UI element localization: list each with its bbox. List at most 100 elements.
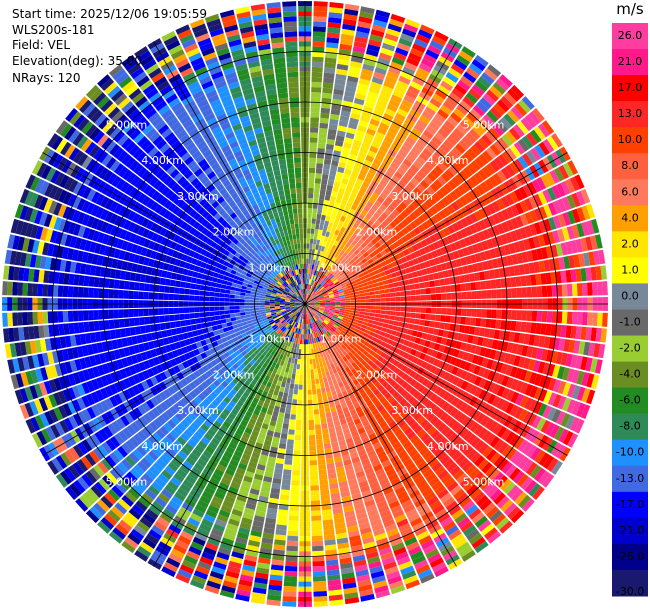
velocity-gate [368,39,382,48]
velocity-gate [312,51,325,58]
velocity-gate [330,301,336,304]
velocity-gate [364,100,376,109]
velocity-gate [521,441,533,455]
velocity-gate [341,284,347,289]
velocity-gate [313,309,318,314]
velocity-gate [353,328,360,333]
velocity-gate [524,211,534,225]
velocity-gate [501,134,513,147]
velocity-gate [318,137,327,144]
velocity-gate [305,294,308,300]
velocity-gate [395,205,404,214]
velocity-gate [580,188,591,204]
velocity-gate [390,272,397,278]
velocity-gate [527,181,538,195]
velocity-gate [325,278,331,284]
velocity-gate [362,282,368,287]
velocity-gate [377,281,384,287]
velocity-gate [313,238,317,245]
velocity-gate [380,117,392,126]
velocity-gate [585,267,592,281]
velocity-gate [441,401,451,412]
velocity-gate [489,106,503,120]
velocity-gate [446,234,455,244]
velocity-gate [283,418,290,425]
velocity-gate [451,88,465,100]
velocity-gate [562,430,574,446]
velocity-gate [595,266,602,281]
velocity-gate [308,172,315,179]
velocity-gate [310,500,321,506]
velocity-gate [330,306,336,308]
velocity-gate [340,306,346,310]
velocity-gate [349,267,355,273]
velocity-gate [398,75,411,85]
velocity-gate [473,365,481,375]
velocity-gate [424,260,431,268]
velocity-gate [432,358,441,367]
velocity-gate [509,230,518,242]
velocity-gate [338,312,345,316]
velocity-gate [419,114,431,125]
velocity-gate [321,209,328,216]
velocity-gate [308,414,314,421]
velocity-gate [368,271,375,277]
velocity-gate [311,264,315,270]
velocity-gate [321,230,327,237]
velocity-gate [505,219,515,231]
velocity-gate [496,373,505,385]
velocity-gate [365,326,372,331]
velocity-gate [548,258,556,271]
velocity-gate [327,313,333,317]
velocity-gate [330,227,336,234]
velocity-gate [560,180,571,195]
velocity-gate [505,431,516,444]
velocity-gate [358,330,365,336]
velocity-gate [442,76,456,88]
velocity-gate [314,306,320,309]
velocity-gate [290,409,297,415]
velocity-gate [333,240,339,247]
velocity-gate [390,311,396,316]
velocity-gate [339,156,348,164]
velocity-gate [313,11,328,17]
velocity-gate [516,344,524,356]
velocity-gate [310,369,315,375]
velocity-gate [453,108,466,120]
velocity-gate [349,292,355,296]
velocity-gate [426,102,439,113]
velocity-gate [400,71,413,81]
velocity-gate [344,295,351,299]
velocity-gate [299,339,303,345]
velocity-gate [514,228,523,241]
velocity-gate [477,169,488,181]
velocity-gate [332,315,338,320]
velocity-gate [387,166,397,175]
velocity-gate [450,63,465,75]
velocity-gate [328,273,333,279]
velocity-gate [558,428,569,443]
velocity-gate [393,217,401,225]
velocity-gate [460,75,474,88]
velocity-gate [330,262,336,268]
velocity-gate [354,310,361,314]
velocity-gate [365,295,371,300]
velocity-gate [371,278,378,284]
velocity-gate [309,142,318,148]
velocity-gate [350,297,356,301]
velocity-gate [316,260,321,266]
velocity-gate [469,175,480,187]
velocity-gate [308,429,315,436]
velocity-gate [323,293,329,297]
velocity-gate [397,149,408,159]
velocity-gate [586,312,593,326]
velocity-gate [323,443,332,450]
velocity-gate [400,364,409,373]
velocity-gate [424,199,433,209]
velocity-gate [350,305,356,308]
velocity-gate [588,251,596,266]
velocity-gate [322,433,330,440]
velocity-gate [442,227,451,237]
velocity-gate [346,80,358,88]
velocity-gate [433,395,443,406]
